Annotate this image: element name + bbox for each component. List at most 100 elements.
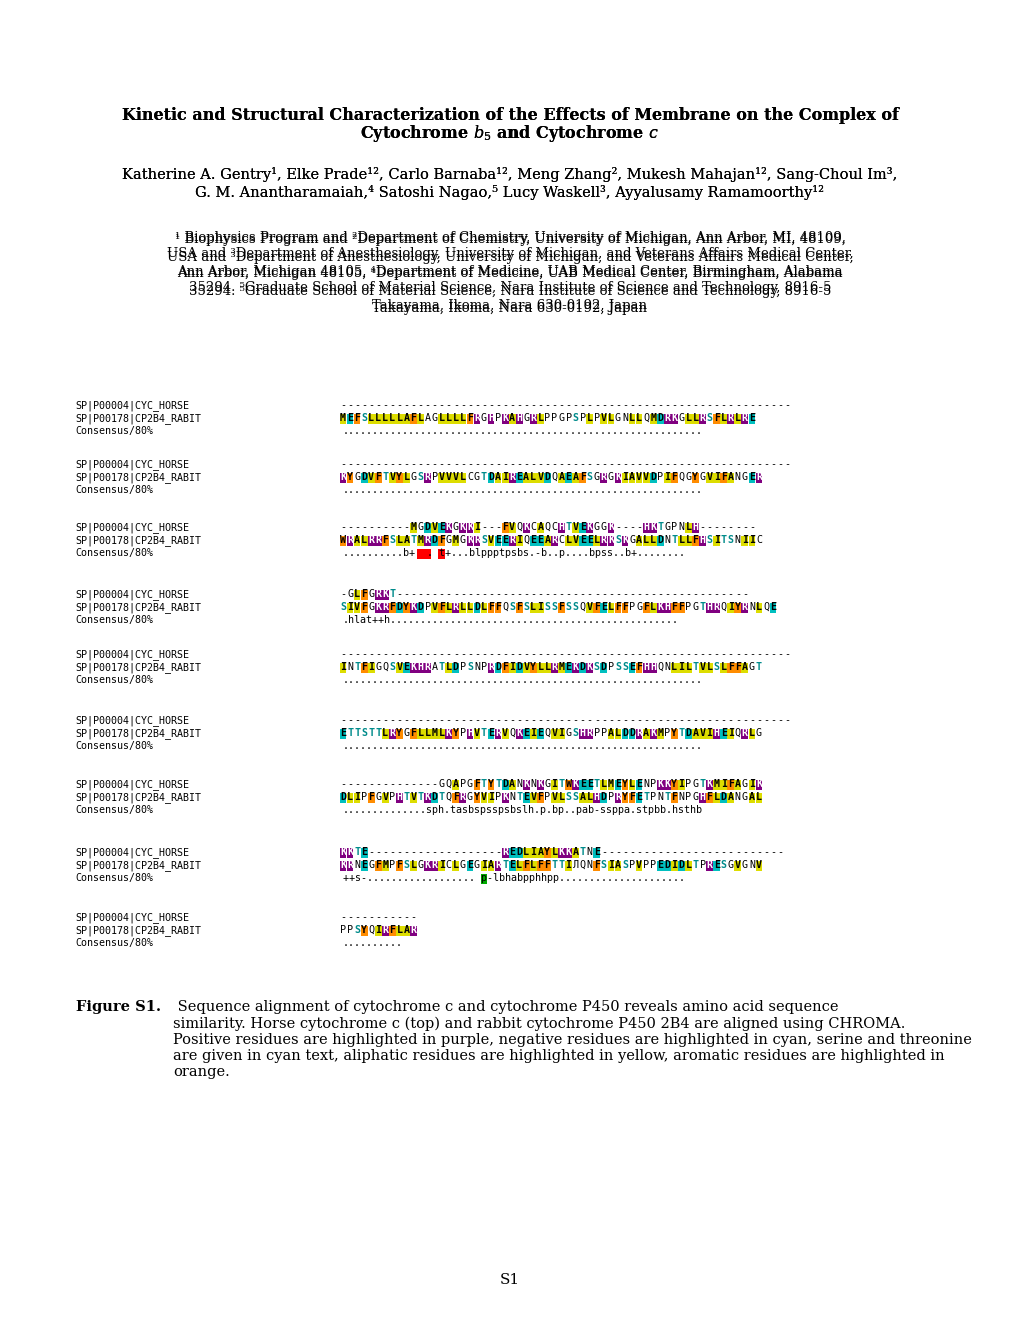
Bar xyxy=(501,536,508,545)
Text: E: E xyxy=(523,792,529,803)
Text: -: - xyxy=(741,521,747,532)
Text: L: L xyxy=(382,729,388,738)
Text: I: I xyxy=(741,535,747,545)
Text: T: T xyxy=(481,473,486,482)
Text: F: F xyxy=(671,473,677,482)
Text: G: G xyxy=(460,861,466,870)
Text: -: - xyxy=(776,715,783,725)
Text: H: H xyxy=(692,521,698,532)
Bar xyxy=(607,861,613,870)
Text: -: - xyxy=(346,649,353,659)
Text: -: - xyxy=(614,459,621,469)
Text: E: E xyxy=(501,535,507,545)
Text: R: R xyxy=(727,413,733,422)
Text: I: I xyxy=(474,521,480,532)
Text: T: T xyxy=(494,779,500,789)
Bar xyxy=(698,663,705,672)
Text: H: H xyxy=(396,792,403,803)
Text: -: - xyxy=(656,589,662,599)
Text: -: - xyxy=(354,779,360,789)
Text: K: K xyxy=(572,779,578,789)
Text: V: V xyxy=(636,861,642,870)
Text: -: - xyxy=(354,649,360,659)
Bar xyxy=(403,536,410,545)
Text: -: - xyxy=(530,589,536,599)
Text: S: S xyxy=(727,535,733,545)
Bar xyxy=(565,780,572,789)
Bar xyxy=(593,793,599,803)
Text: A: A xyxy=(544,535,550,545)
Text: -: - xyxy=(558,400,564,411)
Bar xyxy=(628,729,635,738)
Text: G: G xyxy=(685,473,691,482)
Text: -: - xyxy=(727,400,733,411)
Text: V: V xyxy=(572,535,578,545)
Text: D: D xyxy=(494,663,500,672)
Bar xyxy=(375,536,381,545)
Text: L: L xyxy=(649,602,655,612)
Text: -: - xyxy=(776,649,783,659)
Text: M: M xyxy=(382,861,388,870)
Text: P: P xyxy=(663,729,669,738)
Text: Y: Y xyxy=(404,602,409,612)
Text: -: - xyxy=(467,649,473,659)
Bar xyxy=(494,729,501,738)
Text: -: - xyxy=(755,459,761,469)
Bar xyxy=(431,793,437,803)
Text: -: - xyxy=(487,715,493,725)
Text: V: V xyxy=(452,473,459,482)
Text: T: T xyxy=(566,521,571,532)
Bar xyxy=(685,414,691,424)
Text: I: I xyxy=(537,602,543,612)
Text: K: K xyxy=(501,413,507,422)
Bar xyxy=(550,663,557,672)
Bar xyxy=(705,780,712,789)
Text: -: - xyxy=(748,400,754,411)
Text: S: S xyxy=(544,602,550,612)
Text: K: K xyxy=(671,413,677,422)
Text: -: - xyxy=(389,649,395,659)
Text: SP|P00004|CYC_HORSE: SP|P00004|CYC_HORSE xyxy=(75,649,189,660)
Text: -: - xyxy=(614,649,621,659)
Bar xyxy=(628,414,635,424)
Text: -: - xyxy=(501,649,507,659)
Text: F: F xyxy=(593,602,599,612)
Bar xyxy=(368,793,374,803)
Bar xyxy=(557,603,565,612)
Bar xyxy=(424,861,431,870)
Text: Consensus/80%: Consensus/80% xyxy=(75,741,153,751)
Text: -: - xyxy=(769,715,775,725)
Bar xyxy=(565,536,572,545)
Bar xyxy=(734,603,741,612)
Text: -: - xyxy=(339,400,345,411)
Bar xyxy=(628,793,635,803)
Text: L: L xyxy=(537,663,543,672)
Text: S: S xyxy=(523,602,529,612)
Text: -: - xyxy=(474,847,480,857)
Text: K: K xyxy=(572,663,578,672)
Text: E: E xyxy=(614,779,621,789)
Text: SP|P00004|CYC_HORSE: SP|P00004|CYC_HORSE xyxy=(75,400,189,411)
Text: -: - xyxy=(410,649,416,659)
Text: -: - xyxy=(769,649,775,659)
Text: Q: Q xyxy=(678,473,684,482)
Text: P: P xyxy=(671,521,677,532)
Text: ............................................................: ........................................… xyxy=(342,484,702,495)
Text: V: V xyxy=(636,473,642,482)
Bar xyxy=(368,663,374,672)
Text: A: A xyxy=(629,473,635,482)
Text: -: - xyxy=(523,715,529,725)
Bar xyxy=(388,603,395,612)
Text: -: - xyxy=(622,400,628,411)
Text: Q: Q xyxy=(523,535,529,545)
Text: -: - xyxy=(354,400,360,411)
Text: S: S xyxy=(389,663,395,672)
Text: -: - xyxy=(389,521,395,532)
Text: R: R xyxy=(586,729,592,738)
Text: P: P xyxy=(544,792,550,803)
Text: -: - xyxy=(649,459,655,469)
Text: -: - xyxy=(734,459,740,469)
Bar xyxy=(410,729,417,738)
Bar xyxy=(417,603,424,612)
Text: I: I xyxy=(713,535,719,545)
